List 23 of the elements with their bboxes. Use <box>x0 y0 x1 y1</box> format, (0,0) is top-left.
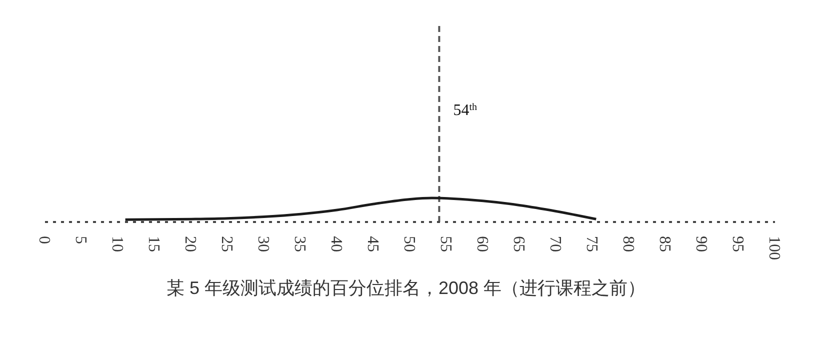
x-tick-label: 0 <box>35 236 52 244</box>
x-tick-label: 75 <box>582 236 600 252</box>
ref-line-label: 54$^{th}$ <box>453 102 477 119</box>
x-tick-label: 35 <box>290 236 308 252</box>
x-tick-label: 10 <box>108 236 126 252</box>
x-tick-label: 65 <box>510 236 527 252</box>
x-tick-label: 90 <box>692 236 710 252</box>
x-tick-label: 45 <box>364 236 381 252</box>
x-tick-label: 85 <box>656 236 673 252</box>
x-tick-label: 60 <box>473 236 490 252</box>
x-tick-label: 80 <box>619 236 636 252</box>
x-tick-label: 95 <box>728 236 746 252</box>
x-tick-label: 15 <box>144 236 162 252</box>
x-tick-label: 70 <box>546 236 564 252</box>
x-tick-label: 100 <box>765 236 782 260</box>
x-tick-label: 5 <box>72 236 89 244</box>
x-tick-label: 40 <box>327 236 344 252</box>
text: 某 5 年级测试成绩的百分位排名，2008 年（进行课程之前） <box>165 277 647 300</box>
x-tick-label: 20 <box>181 236 198 252</box>
x-tick-label: 55 <box>436 236 454 252</box>
x-tick-label: 50 <box>400 236 418 252</box>
x-tick-label: 30 <box>254 236 272 252</box>
x-tick-label: 25 <box>218 236 235 252</box>
